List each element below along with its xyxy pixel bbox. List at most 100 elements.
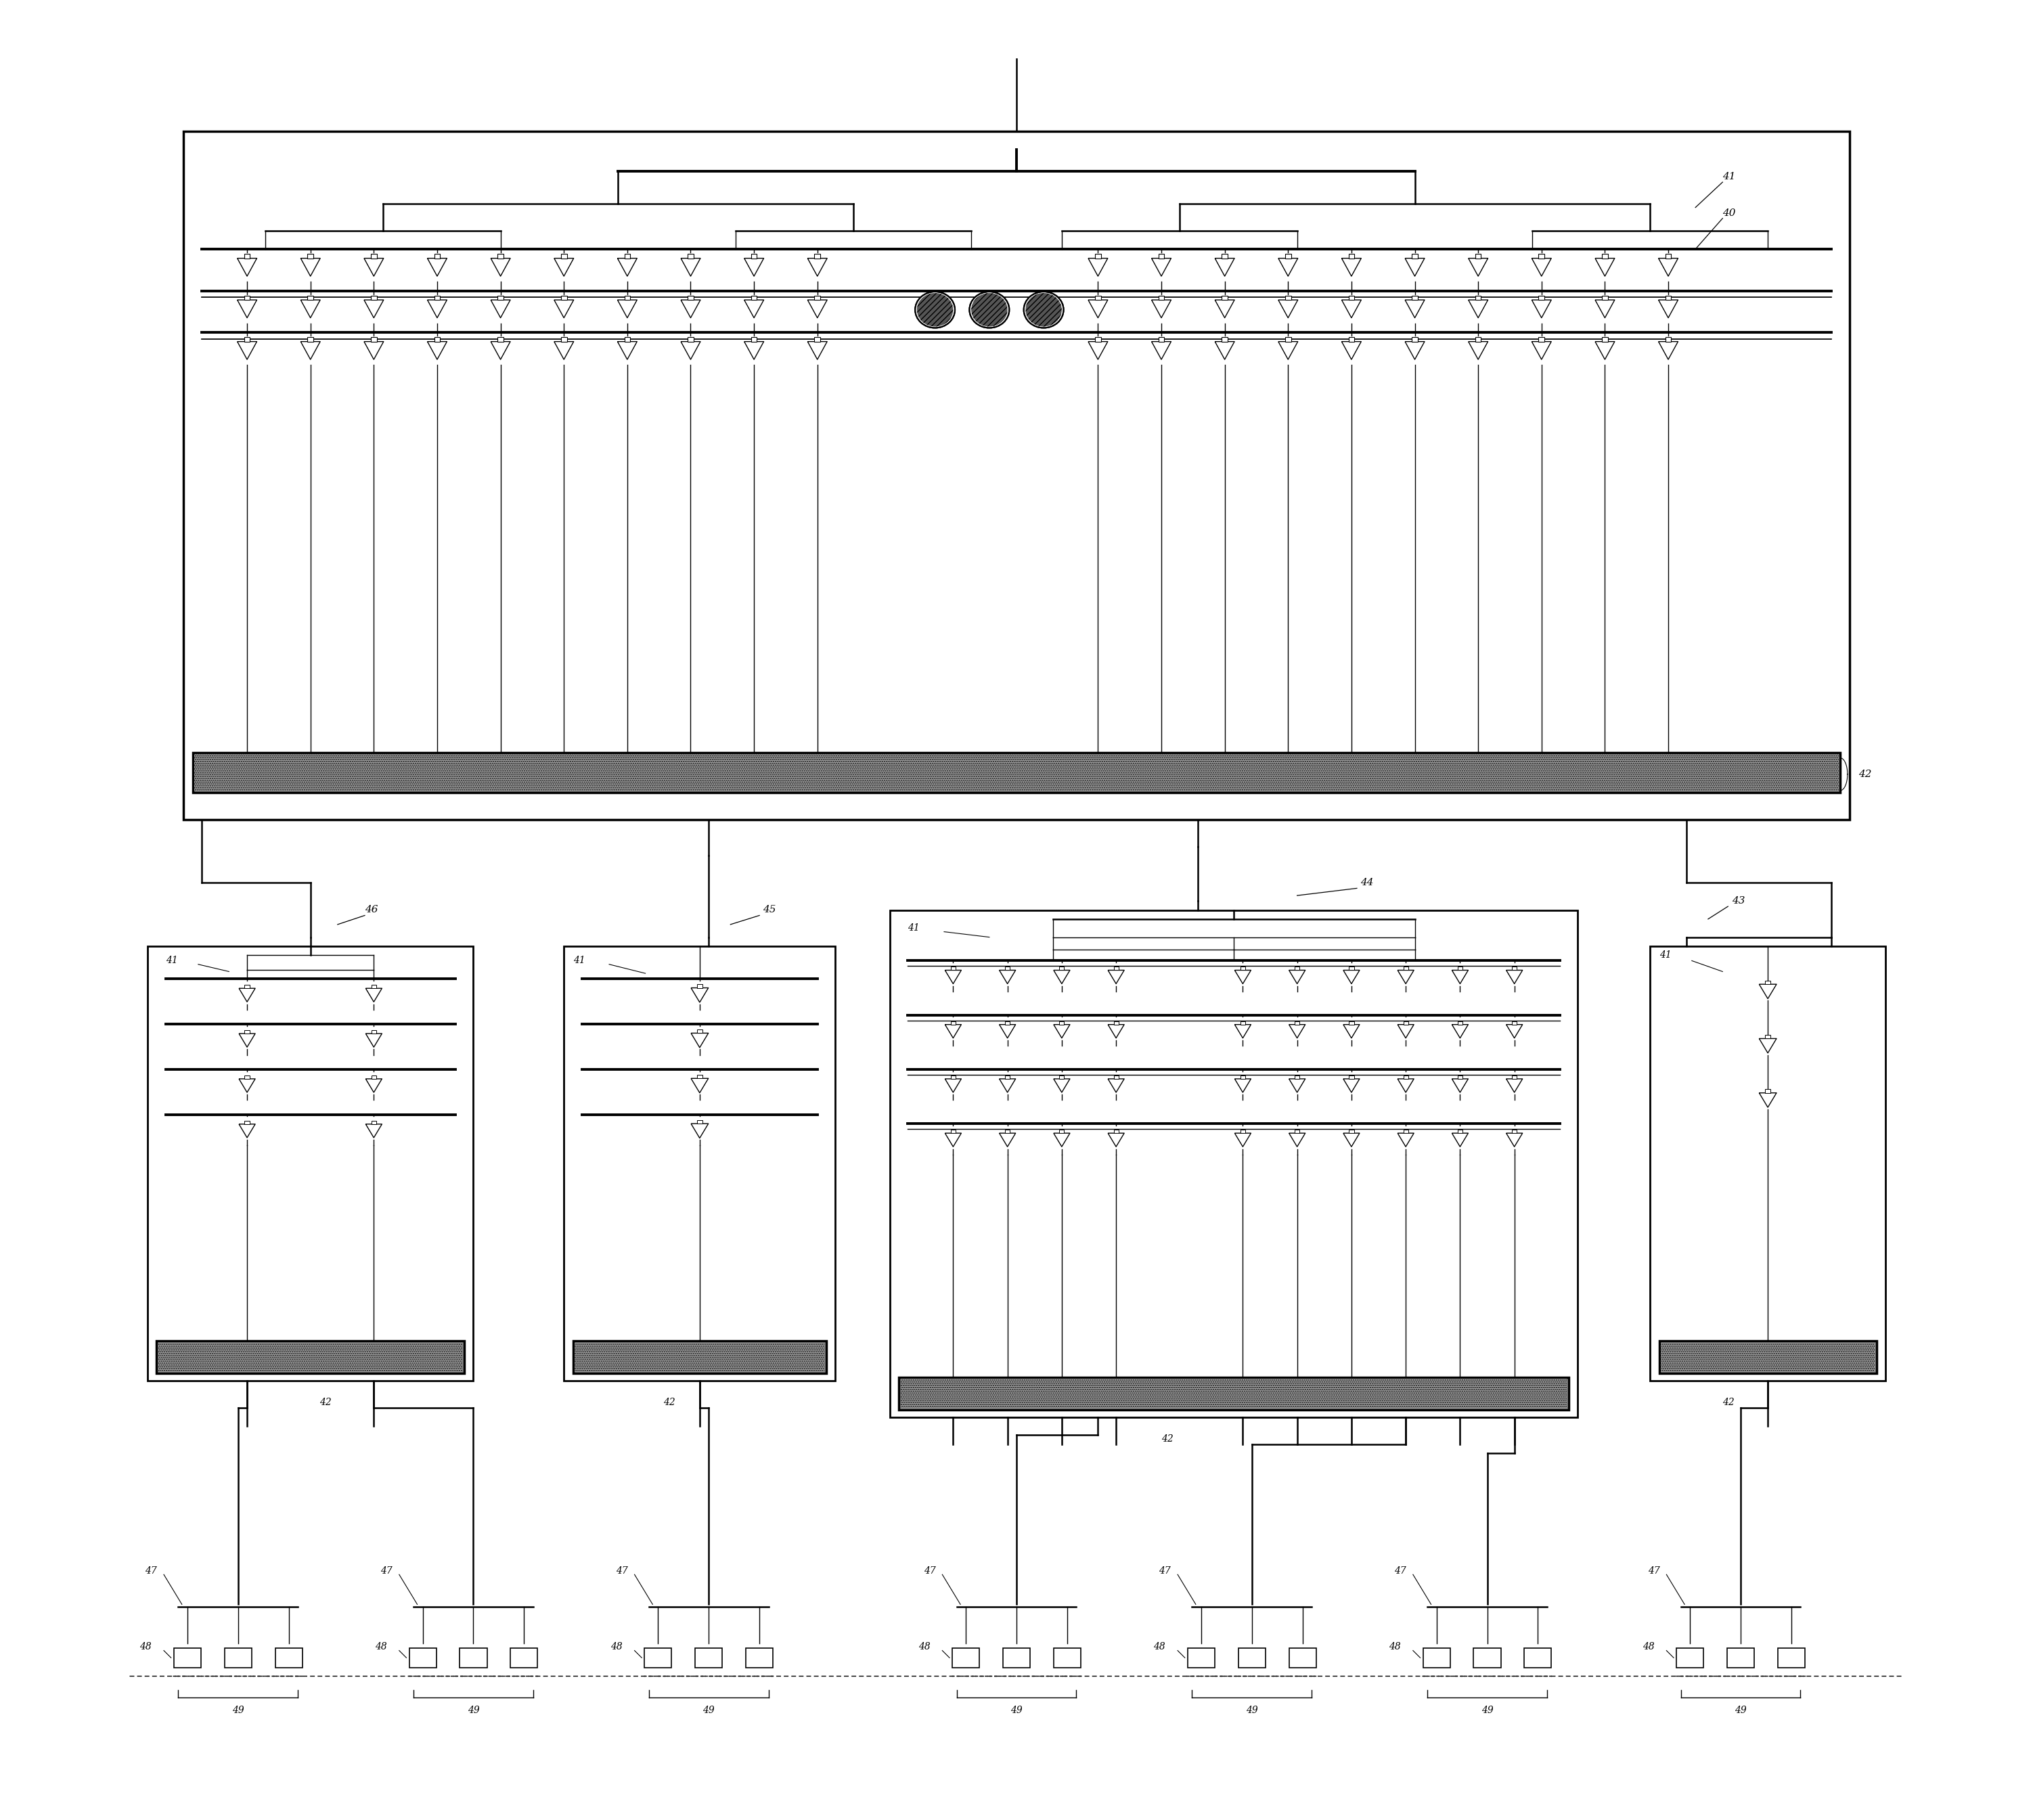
Bar [746, 1647, 773, 1667]
Bar [1659, 1341, 1876, 1374]
Text: 44: 44 [1360, 877, 1374, 888]
Bar [901, 1380, 1567, 1409]
Bar [1004, 1130, 1010, 1134]
Bar [899, 1378, 1569, 1411]
Bar [1765, 1036, 1771, 1039]
Bar [1665, 295, 1671, 300]
Bar [1539, 253, 1545, 258]
Bar [1350, 966, 1354, 970]
Bar [372, 1121, 376, 1125]
Bar [1765, 1088, 1771, 1092]
Bar [1602, 295, 1608, 300]
Bar [951, 966, 956, 970]
Bar [1222, 295, 1228, 300]
Bar [1059, 1130, 1063, 1134]
Bar [644, 1647, 671, 1667]
Bar [1411, 295, 1417, 300]
Bar [1222, 337, 1228, 342]
Bar [372, 1030, 376, 1034]
Bar [1295, 966, 1299, 970]
Bar [1096, 337, 1102, 342]
Bar [697, 1119, 701, 1123]
Bar [1240, 1130, 1246, 1134]
Text: 48: 48 [140, 1642, 152, 1653]
Bar [687, 295, 693, 300]
Bar [815, 253, 819, 258]
Bar [1240, 1076, 1246, 1079]
Bar [561, 295, 567, 300]
Bar [561, 337, 567, 342]
Bar [750, 337, 756, 342]
Bar [370, 253, 376, 258]
Bar [1114, 1130, 1118, 1134]
Bar [148, 946, 474, 1381]
Bar [1096, 295, 1102, 300]
Bar [1661, 1343, 1874, 1372]
Bar [1539, 295, 1545, 300]
Bar [1602, 337, 1608, 342]
Bar [1004, 1076, 1010, 1079]
Bar [1458, 1130, 1462, 1134]
Bar [1765, 981, 1771, 985]
Ellipse shape [917, 293, 953, 326]
Text: 43: 43 [1732, 895, 1744, 906]
Bar [372, 1076, 376, 1079]
Bar [1651, 946, 1885, 1381]
Bar [573, 1341, 825, 1374]
Bar [695, 1647, 722, 1667]
Bar [1403, 1130, 1409, 1134]
Text: 48: 48 [1389, 1642, 1401, 1653]
Bar [563, 946, 836, 1381]
Bar [193, 752, 1840, 792]
Bar [951, 1647, 980, 1667]
Text: 49: 49 [232, 1705, 244, 1714]
Ellipse shape [1025, 293, 1061, 326]
Bar [624, 337, 630, 342]
Bar [244, 985, 250, 988]
Bar [750, 295, 756, 300]
Bar [1096, 253, 1102, 258]
Bar [1350, 1076, 1354, 1079]
Bar [1187, 1647, 1216, 1667]
Text: 47: 47 [923, 1567, 935, 1576]
Bar [498, 337, 504, 342]
Bar [1677, 1647, 1704, 1667]
Bar [1602, 253, 1608, 258]
Ellipse shape [972, 293, 1008, 326]
Bar [687, 337, 693, 342]
Text: 40: 40 [1722, 207, 1736, 218]
Text: 42: 42 [319, 1398, 331, 1407]
Text: 48: 48 [1643, 1642, 1655, 1653]
Bar [1295, 1021, 1299, 1025]
Text: 42: 42 [1722, 1398, 1734, 1407]
Text: 41: 41 [1659, 950, 1671, 959]
Bar [244, 1076, 250, 1079]
Bar [1476, 337, 1482, 342]
Bar [1222, 253, 1228, 258]
Text: 49: 49 [1010, 1705, 1023, 1714]
Bar [1403, 966, 1409, 970]
Text: 49: 49 [703, 1705, 716, 1714]
Bar [274, 1647, 303, 1667]
Bar [1159, 337, 1165, 342]
Text: 49: 49 [1482, 1705, 1492, 1714]
Bar [1458, 1076, 1462, 1079]
Bar [815, 295, 819, 300]
Text: 49: 49 [1734, 1705, 1746, 1714]
Bar [951, 1130, 956, 1134]
Bar [1285, 295, 1291, 300]
Bar [498, 253, 504, 258]
Bar [1114, 966, 1118, 970]
Bar [1665, 337, 1671, 342]
Bar [697, 1030, 701, 1034]
Bar [435, 253, 439, 258]
Text: 49: 49 [1246, 1705, 1258, 1714]
Bar [244, 1030, 250, 1034]
Bar [1295, 1130, 1299, 1134]
Bar [1476, 295, 1482, 300]
Bar [244, 295, 250, 300]
Bar [459, 1647, 488, 1667]
Bar [1285, 253, 1291, 258]
Bar [370, 295, 376, 300]
Bar [1777, 1647, 1805, 1667]
